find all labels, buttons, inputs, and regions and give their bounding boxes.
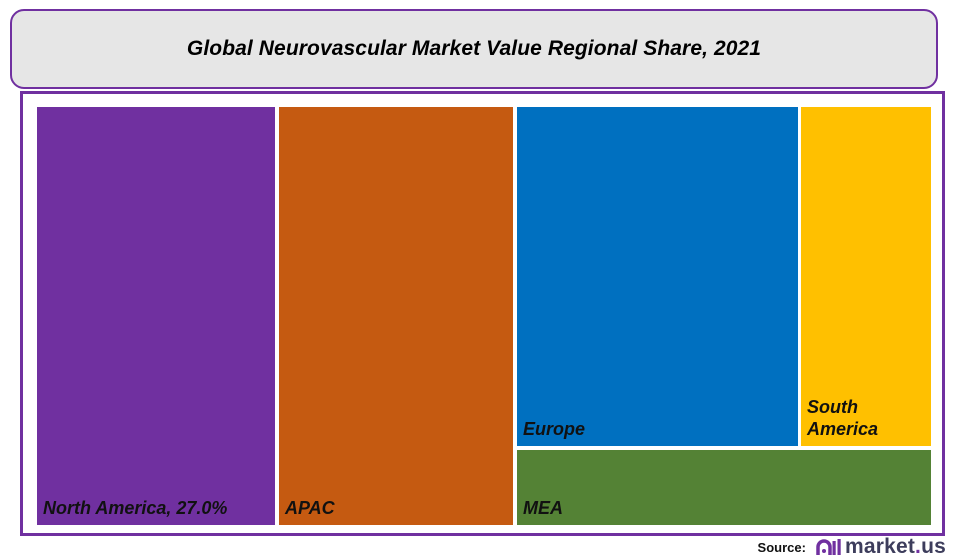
tile-label-south-america: South America bbox=[807, 397, 879, 439]
tile-label-apac: APAC bbox=[285, 498, 335, 518]
treemap-frame: North America, 27.0% APAC Europe South A… bbox=[20, 91, 945, 536]
tile-label-mea: MEA bbox=[523, 498, 563, 518]
tile-label-north-america: North America, 27.0% bbox=[43, 498, 228, 518]
chart-title: Global Neurovascular Market Value Region… bbox=[186, 37, 762, 60]
tile-label-europe: Europe bbox=[523, 419, 586, 439]
market-us-logo: market.us bbox=[816, 535, 946, 559]
tile-europe: Europe bbox=[517, 107, 798, 446]
tile-mea: MEA bbox=[517, 450, 931, 525]
tile-north-america: North America, 27.0% bbox=[37, 107, 275, 525]
chart-title-box: Global Neurovascular Market Value Region… bbox=[10, 9, 938, 89]
logo-text: market.us bbox=[844, 535, 946, 558]
source-attribution: Source: market.us bbox=[758, 535, 946, 559]
market-us-logo-icon bbox=[816, 539, 841, 555]
source-label: Source: bbox=[757, 539, 806, 555]
tile-south-america: South America bbox=[801, 107, 931, 446]
tile-apac: APAC bbox=[279, 107, 513, 525]
